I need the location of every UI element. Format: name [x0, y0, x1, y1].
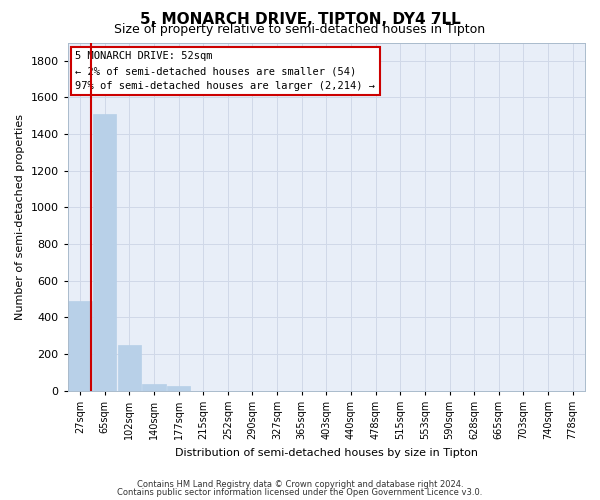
Text: Size of property relative to semi-detached houses in Tipton: Size of property relative to semi-detach… — [115, 22, 485, 36]
Text: Contains HM Land Registry data © Crown copyright and database right 2024.: Contains HM Land Registry data © Crown c… — [137, 480, 463, 489]
X-axis label: Distribution of semi-detached houses by size in Tipton: Distribution of semi-detached houses by … — [175, 448, 478, 458]
Bar — [167, 386, 190, 390]
Bar — [118, 345, 141, 391]
Bar — [93, 114, 116, 390]
Text: 5 MONARCH DRIVE: 52sqm
← 2% of semi-detached houses are smaller (54)
97% of semi: 5 MONARCH DRIVE: 52sqm ← 2% of semi-deta… — [76, 51, 376, 91]
Bar — [68, 301, 92, 390]
Text: 5, MONARCH DRIVE, TIPTON, DY4 7LL: 5, MONARCH DRIVE, TIPTON, DY4 7LL — [140, 12, 460, 28]
Bar — [142, 384, 166, 390]
Text: Contains public sector information licensed under the Open Government Licence v3: Contains public sector information licen… — [118, 488, 482, 497]
Y-axis label: Number of semi-detached properties: Number of semi-detached properties — [15, 114, 25, 320]
